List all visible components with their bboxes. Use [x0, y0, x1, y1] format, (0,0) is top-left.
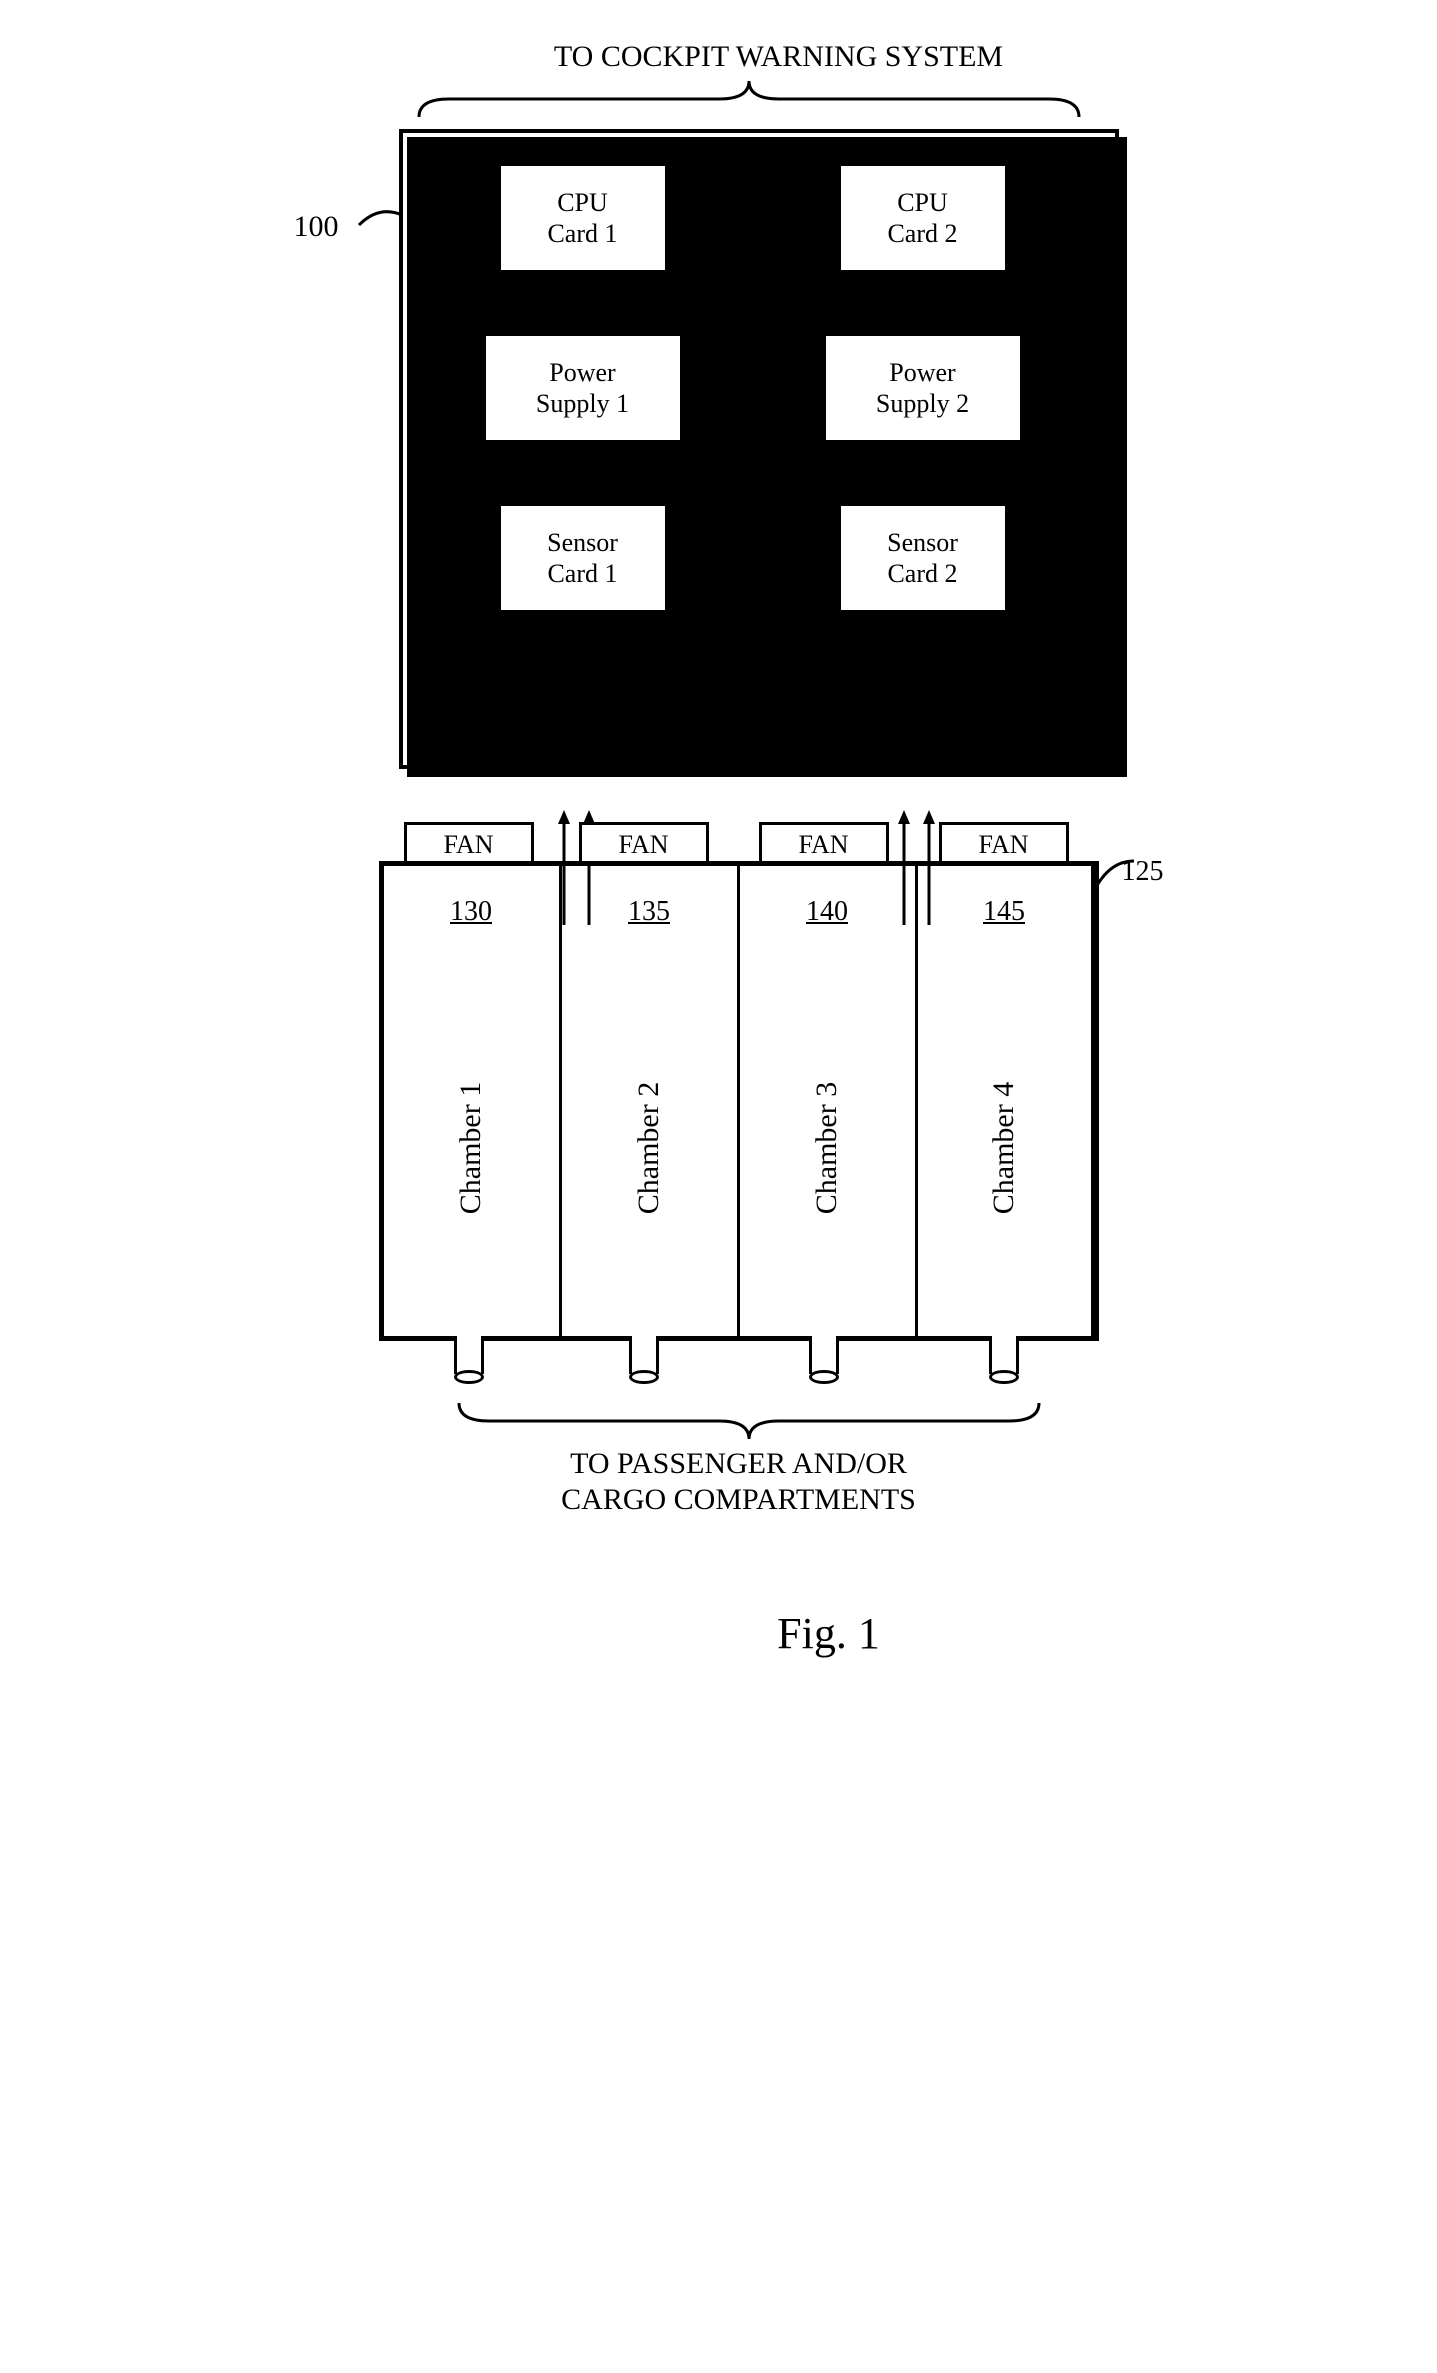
block-cpu-1: CPU Card 1 — [498, 163, 668, 273]
lower-area: FAN FAN FAN FAN 130 Chamber 1 135 Chambe… — [379, 819, 1139, 1659]
chamber-4-label: Chamber 4 — [987, 1082, 1021, 1214]
block-sc-1: Sensor Card 1 — [498, 503, 668, 613]
ref-125-curve — [1089, 856, 1139, 906]
ps2-line1: Power — [826, 357, 1020, 388]
sc2-line1: Sensor — [841, 527, 1005, 558]
arrow-ps1-sc1 — [568, 453, 598, 498]
chambers-box: 130 Chamber 1 135 Chamber 2 140 Chamber … — [379, 861, 1099, 1341]
chamber-2: 135 Chamber 2 — [562, 866, 740, 1336]
block-sc-2: Sensor Card 2 — [838, 503, 1008, 613]
pipe-2 — [629, 1336, 659, 1386]
ref-115b: 115B — [1048, 438, 1108, 470]
ps1-line2: Supply 1 — [486, 388, 680, 419]
ref-110a: 110A — [698, 268, 759, 300]
cpu1-line1: CPU — [501, 187, 665, 218]
sc2-line2: Card 2 — [841, 558, 1005, 589]
ps1-line1: Power — [486, 357, 680, 388]
arrow-cpu1-ps1 — [568, 283, 598, 328]
arrow-ps2-sc2 — [908, 453, 938, 498]
cpu2-line2: Card 2 — [841, 218, 1005, 249]
ps2-line2: Supply 2 — [826, 388, 1020, 419]
block-ps-1: Power Supply 1 — [483, 333, 683, 443]
chamber-4-num: 145 — [983, 896, 1025, 928]
sc1-line1: Sensor — [501, 527, 665, 558]
chamber-3: 140 Chamber 3 — [740, 866, 918, 1336]
chamber-1-label: Chamber 1 — [454, 1082, 488, 1214]
chamber-3-num: 140 — [806, 896, 848, 928]
chamber-2-label: Chamber 2 — [632, 1082, 666, 1214]
ref-120a: 120A — [698, 608, 760, 640]
pipe-3 — [809, 1336, 839, 1386]
controller-box: CPU Card 1 110A Power Supply 1 — [399, 129, 1119, 769]
fan-1: FAN — [404, 822, 534, 864]
right-column: CPU Card 2 110B Power Supply 2 — [823, 133, 1023, 623]
pipe-1 — [454, 1336, 484, 1386]
pipe-4 — [989, 1336, 1019, 1386]
ref-110b: 110B — [1038, 268, 1098, 300]
figure-label: Fig. 1 — [469, 1608, 1189, 1659]
cpu2-line1: CPU — [841, 187, 1005, 218]
sc1-line2: Card 1 — [501, 558, 665, 589]
chamber-3-label: Chamber 3 — [810, 1082, 844, 1214]
cpu1-line2: Card 1 — [501, 218, 665, 249]
fan-2: FAN — [579, 822, 709, 864]
left-column: CPU Card 1 110A Power Supply 1 — [483, 133, 683, 623]
arrow-cpu2-ps2 — [908, 283, 938, 328]
bottom-label: TO PASSENGER AND/OR CARGO COMPARTMENTS — [459, 1446, 1019, 1518]
chamber-4: 145 Chamber 4 — [918, 866, 1094, 1336]
top-label: TO COCKPIT WARNING SYSTEM — [389, 40, 1169, 74]
block-cpu-2: CPU Card 2 — [838, 163, 1008, 273]
bottom-label-line2: CARGO COMPARTMENTS — [561, 1483, 916, 1516]
block-ps-2: Power Supply 2 — [823, 333, 1023, 443]
top-brace — [399, 79, 1099, 119]
diagram-container: TO COCKPIT WARNING SYSTEM 100 CPU Card 1… — [269, 40, 1169, 1659]
ref-120b: 120B — [1038, 608, 1099, 640]
chamber-1: 130 Chamber 1 — [384, 866, 562, 1336]
fan-3: FAN — [759, 822, 889, 864]
chamber-1-num: 130 — [450, 896, 492, 928]
chamber-2-num: 135 — [628, 896, 670, 928]
fan-4: FAN — [939, 822, 1069, 864]
bottom-brace — [449, 1401, 1049, 1441]
ref-115a: 115A — [708, 438, 769, 470]
fan-row: FAN FAN FAN FAN — [379, 819, 1139, 861]
bottom-label-line1: TO PASSENGER AND/OR — [570, 1447, 907, 1480]
